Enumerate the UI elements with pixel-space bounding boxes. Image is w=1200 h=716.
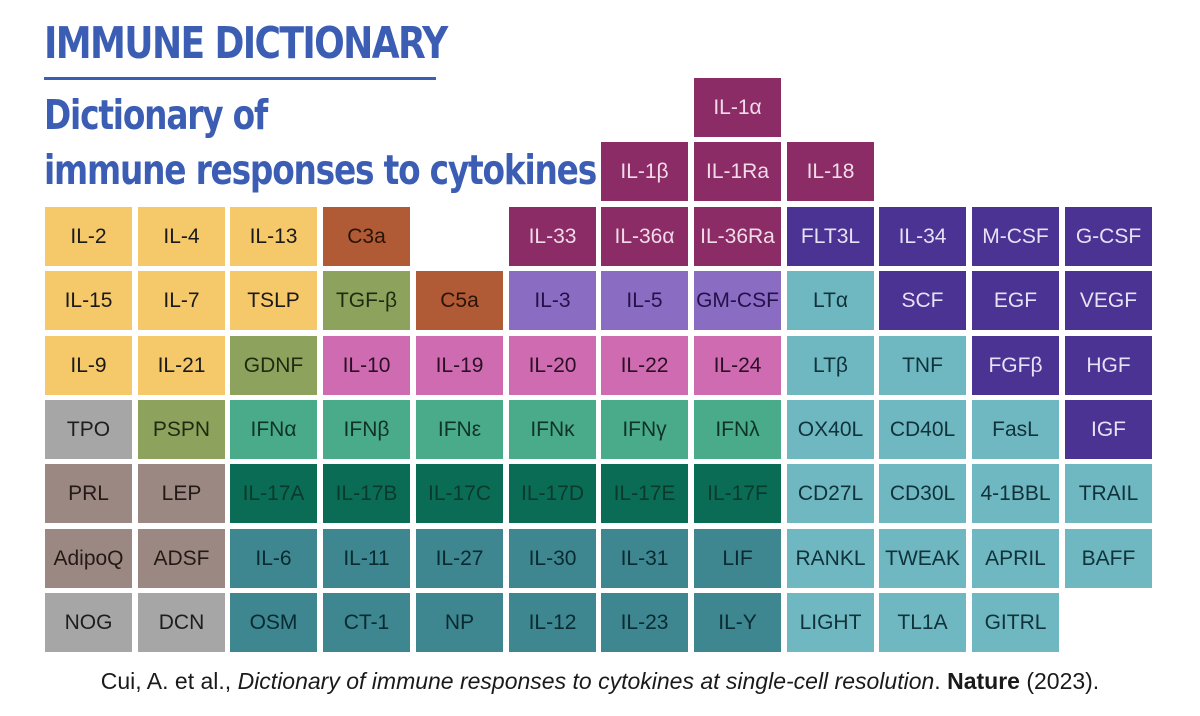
- cytokine-cell: TPO: [45, 400, 132, 459]
- cytokine-cell: LEP: [138, 464, 225, 523]
- cytokine-cell: C5a: [416, 271, 503, 330]
- cytokine-cell: OSM: [230, 593, 317, 652]
- cytokine-cell: NP: [416, 593, 503, 652]
- cytokine-cell: IL-27: [416, 529, 503, 588]
- cytokine-cell: IL-36Ra: [694, 207, 781, 266]
- cytokine-cell: EGF: [972, 271, 1059, 330]
- cytokine-cell: IL-17E: [601, 464, 688, 523]
- cytokine-cell: FasL: [972, 400, 1059, 459]
- page-title: IMMUNE DICTIONARY: [44, 18, 448, 69]
- citation-article-title: Dictionary of immune responses to cytoki…: [237, 668, 935, 694]
- cytokine-cell: IL-17D: [509, 464, 596, 523]
- cytokine-cell: IFNβ: [323, 400, 410, 459]
- cytokine-cell: FGFβ: [972, 336, 1059, 395]
- cytokine-cell: GM-CSF: [694, 271, 781, 330]
- cytokine-cell: IL-30: [509, 529, 596, 588]
- cytokine-cell: AdipoQ: [45, 529, 132, 588]
- cytokine-cell: IL-20: [509, 336, 596, 395]
- cytokine-cell: IGF: [1065, 400, 1152, 459]
- cytokine-cell: IL-34: [879, 207, 966, 266]
- cytokine-cell: IFNλ: [694, 400, 781, 459]
- cytokine-cell: 4-1BBL: [972, 464, 1059, 523]
- cytokine-cell: IL-21: [138, 336, 225, 395]
- cytokine-cell: PRL: [45, 464, 132, 523]
- cytokine-cell: IL-18: [787, 142, 874, 201]
- citation-authors: Cui, A. et al.,: [100, 668, 238, 694]
- cytokine-cell: IL-2: [45, 207, 132, 266]
- cytokine-cell: C3a: [323, 207, 410, 266]
- cytokine-cell: IL-33: [509, 207, 596, 266]
- cytokine-cell: GDNF: [230, 336, 317, 395]
- cytokine-cell: PSPN: [138, 400, 225, 459]
- cytokine-cell: IL-15: [45, 271, 132, 330]
- cytokine-cell: IL-24: [694, 336, 781, 395]
- cytokine-cell: LIGHT: [787, 593, 874, 652]
- cytokine-cell: IFNγ: [601, 400, 688, 459]
- cytokine-cell: G-CSF: [1065, 207, 1152, 266]
- cytokine-cell: CD30L: [879, 464, 966, 523]
- cytokine-cell: FLT3L: [787, 207, 874, 266]
- cytokine-cell: NOG: [45, 593, 132, 652]
- cytokine-cell: LTβ: [787, 336, 874, 395]
- cytokine-cell: IFNκ: [509, 400, 596, 459]
- cytokine-cell: LIF: [694, 529, 781, 588]
- cytokine-cell: VEGF: [1065, 271, 1152, 330]
- cytokine-cell: IL-19: [416, 336, 503, 395]
- cytokine-cell: CD40L: [879, 400, 966, 459]
- citation-journal: Nature: [947, 668, 1020, 694]
- cytokine-cell: IL-1Ra: [694, 142, 781, 201]
- cytokine-cell: IL-3: [509, 271, 596, 330]
- cytokine-cell: IL-17C: [416, 464, 503, 523]
- cytokine-cell: IL-17A: [230, 464, 317, 523]
- citation-year: (2023).: [1019, 668, 1100, 694]
- cytokine-cell: IL-4: [138, 207, 225, 266]
- cytokine-cell: IL-1β: [601, 142, 688, 201]
- cytokine-cell: IL-22: [601, 336, 688, 395]
- cytokine-cell: IL-11: [323, 529, 410, 588]
- cytokine-cell: IL-5: [601, 271, 688, 330]
- cytokine-cell: IL-12: [509, 593, 596, 652]
- subtitle-line-2: immune responses to cytokines: [44, 146, 597, 194]
- cytokine-cell: TRAIL: [1065, 464, 1152, 523]
- cytokine-cell: CD27L: [787, 464, 874, 523]
- cytokine-cell: APRIL: [972, 529, 1059, 588]
- cytokine-cell: SCF: [879, 271, 966, 330]
- cytokine-cell: IL-36α: [601, 207, 688, 266]
- cytokine-cell: IL-9: [45, 336, 132, 395]
- cytokine-cell: TSLP: [230, 271, 317, 330]
- title-underline: [44, 77, 436, 80]
- cytokine-cell: IL-10: [323, 336, 410, 395]
- cytokine-cell: IFNε: [416, 400, 503, 459]
- cytokine-cell: HGF: [1065, 336, 1152, 395]
- cytokine-cell: IL-Y: [694, 593, 781, 652]
- cytokine-cell: LTα: [787, 271, 874, 330]
- cytokine-cell: IL-1α: [694, 78, 781, 137]
- cytokine-cell: IL-23: [601, 593, 688, 652]
- citation: Cui, A. et al., Dictionary of immune res…: [0, 668, 1200, 695]
- cytokine-cell: IL-31: [601, 529, 688, 588]
- cytokine-cell: ADSF: [138, 529, 225, 588]
- cytokine-cell: IL-6: [230, 529, 317, 588]
- cytokine-cell: IFNα: [230, 400, 317, 459]
- page-subtitle: Dictionary of immune responses to cytoki…: [44, 88, 597, 198]
- cytokine-cell: M-CSF: [972, 207, 1059, 266]
- cytokine-cell: GITRL: [972, 593, 1059, 652]
- cytokine-cell: TNF: [879, 336, 966, 395]
- cytokine-cell: CT-1: [323, 593, 410, 652]
- citation-separator: .: [934, 668, 948, 694]
- cytokine-cell: IL-13: [230, 207, 317, 266]
- cytokine-cell: DCN: [138, 593, 225, 652]
- subtitle-line-1: Dictionary of: [44, 91, 268, 139]
- cytokine-cell: RANKL: [787, 529, 874, 588]
- cytokine-cell: TGF-β: [323, 271, 410, 330]
- cytokine-cell: IL-17F: [694, 464, 781, 523]
- cytokine-cell: IL-17B: [323, 464, 410, 523]
- cytokine-cell: IL-7: [138, 271, 225, 330]
- cytokine-cell: BAFF: [1065, 529, 1152, 588]
- cytokine-cell: OX40L: [787, 400, 874, 459]
- cytokine-cell: TL1A: [879, 593, 966, 652]
- cytokine-cell: TWEAK: [879, 529, 966, 588]
